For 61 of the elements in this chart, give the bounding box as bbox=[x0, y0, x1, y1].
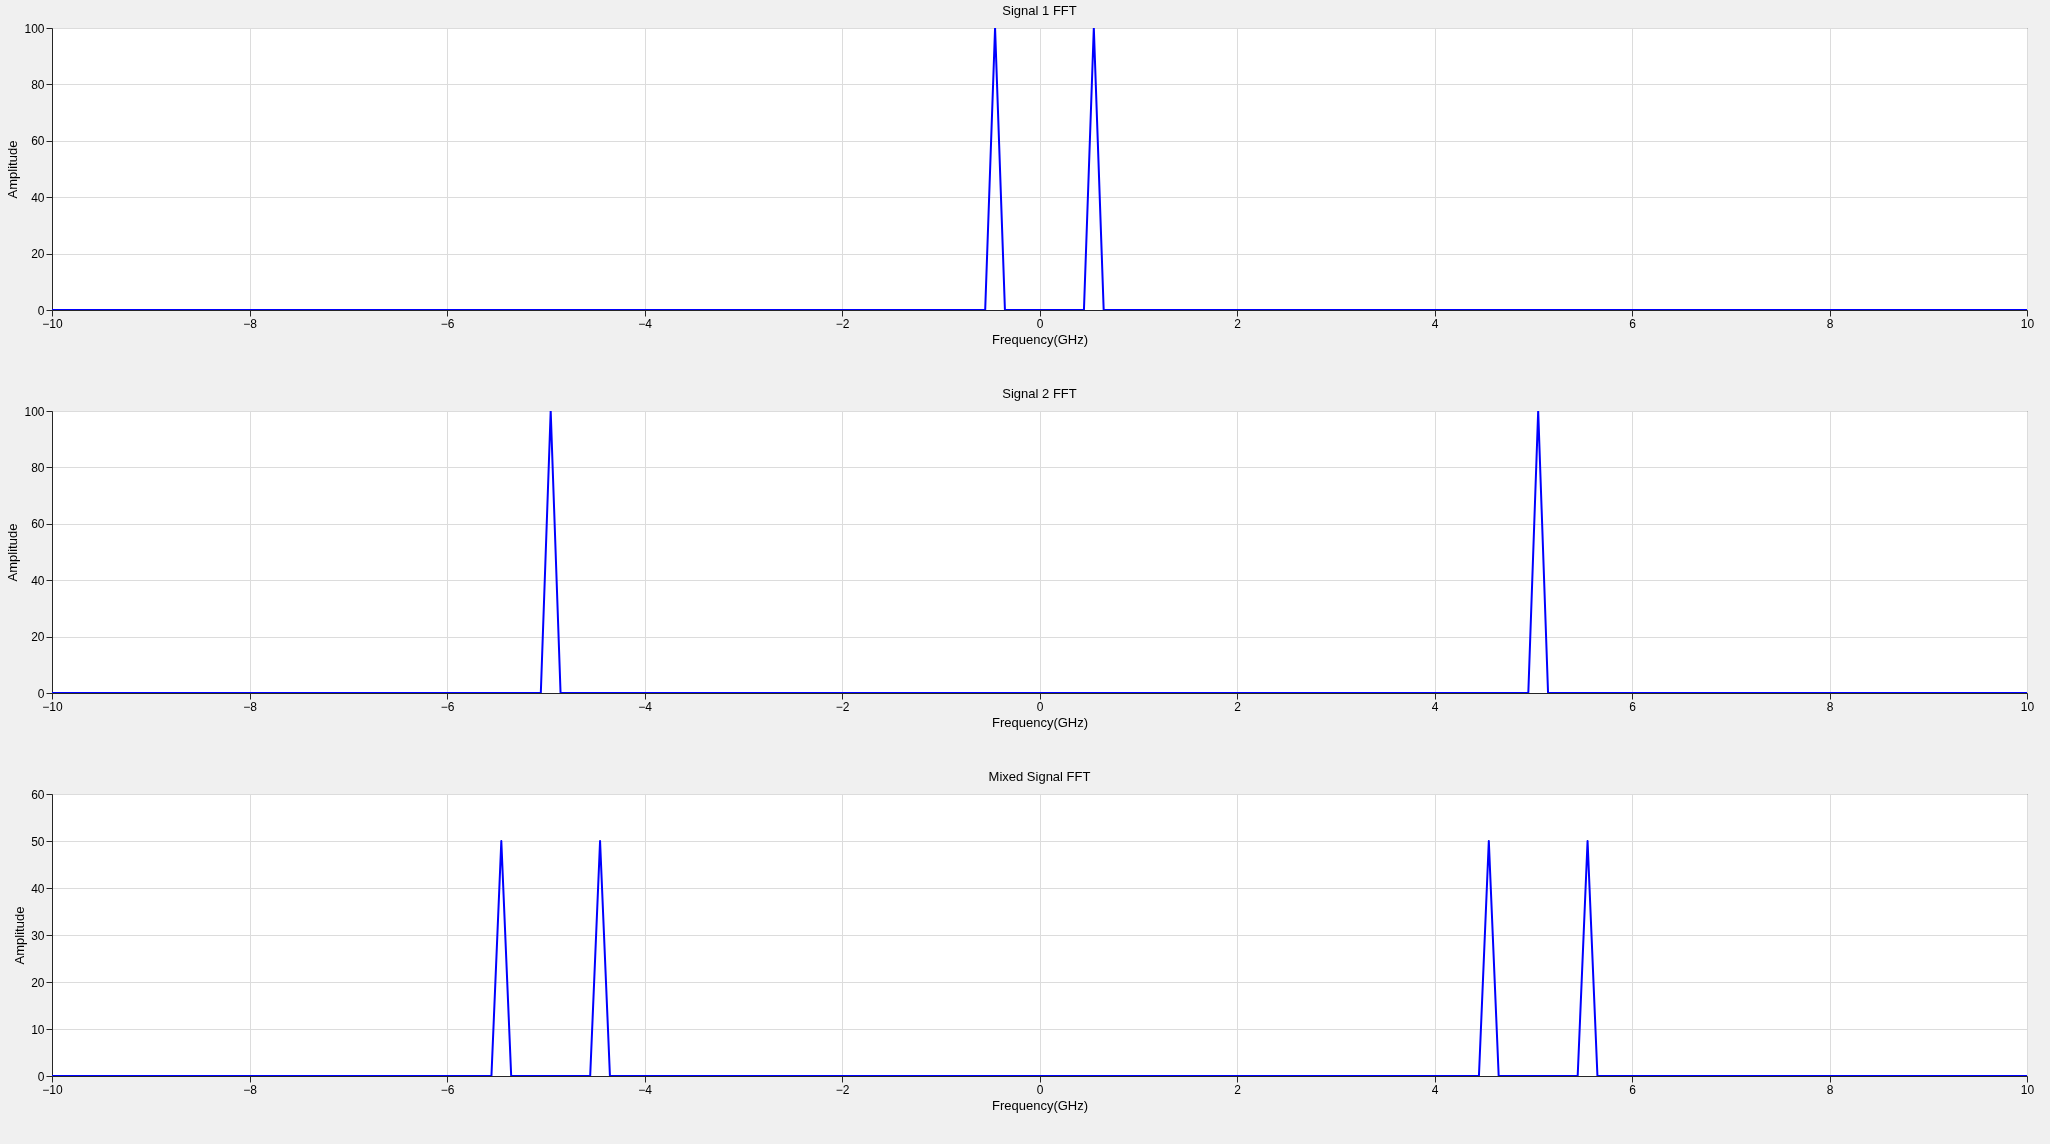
x-tick-label: −6 bbox=[440, 699, 455, 714]
chart-title: Mixed Signal FFT bbox=[988, 769, 1091, 784]
x-tick-label: −4 bbox=[638, 699, 653, 714]
y-tick-label: 100 bbox=[24, 21, 45, 36]
x-tick-label: 8 bbox=[1826, 1082, 1834, 1097]
y-tick-label: 20 bbox=[31, 975, 45, 990]
x-tick-label: 6 bbox=[1629, 699, 1637, 714]
y-tick-label: 40 bbox=[31, 573, 45, 588]
x-tick-label: −2 bbox=[835, 1082, 850, 1097]
y-tick-label: 60 bbox=[31, 517, 45, 532]
y-axis-title: Amplitude bbox=[5, 140, 21, 199]
x-tick-label: −10 bbox=[42, 1082, 63, 1097]
x-tick-label: 4 bbox=[1431, 1082, 1439, 1097]
x-tick-label: −8 bbox=[243, 699, 258, 714]
x-tick-label: 10 bbox=[2020, 699, 2035, 714]
y-tick-label: 20 bbox=[31, 247, 45, 262]
x-tick-label: −10 bbox=[42, 316, 63, 331]
x-tick-label: 6 bbox=[1629, 1082, 1637, 1097]
y-tick-label: 80 bbox=[31, 77, 45, 92]
x-tick-label: 4 bbox=[1431, 699, 1439, 714]
x-tick-label: −2 bbox=[835, 699, 850, 714]
y-axis-title: Amplitude bbox=[5, 523, 21, 582]
x-tick-label: 2 bbox=[1234, 1082, 1242, 1097]
x-tick-label: 10 bbox=[2020, 1082, 2035, 1097]
x-axis-title: Frequency(GHz) bbox=[991, 714, 1089, 730]
x-tick-label: 6 bbox=[1629, 316, 1637, 331]
x-tick-label: 4 bbox=[1431, 316, 1439, 331]
x-tick-label: −4 bbox=[638, 316, 653, 331]
x-tick-label: 0 bbox=[1036, 316, 1044, 331]
y-tick-label: 30 bbox=[31, 928, 45, 943]
x-tick-label: −6 bbox=[440, 316, 455, 331]
x-tick-label: 0 bbox=[1036, 699, 1044, 714]
x-tick-label: −10 bbox=[42, 699, 63, 714]
y-tick-label: 60 bbox=[31, 134, 45, 149]
chart-title: Signal 2 FFT bbox=[1002, 386, 1077, 401]
x-tick-label: −6 bbox=[440, 1082, 455, 1097]
x-axis-title: Frequency(GHz) bbox=[991, 331, 1089, 347]
y-tick-label: 80 bbox=[31, 460, 45, 475]
x-tick-label: −8 bbox=[243, 316, 258, 331]
x-tick-label: −8 bbox=[243, 1082, 258, 1097]
x-tick-label: −2 bbox=[835, 316, 850, 331]
y-tick-label: 10 bbox=[31, 1022, 45, 1037]
y-tick-label: 40 bbox=[31, 881, 45, 896]
x-tick-label: 2 bbox=[1234, 699, 1242, 714]
y-tick-label: 50 bbox=[31, 834, 45, 849]
x-axis-title: Frequency(GHz) bbox=[991, 1097, 1089, 1113]
y-tick-label: 100 bbox=[24, 404, 45, 419]
x-tick-label: −4 bbox=[638, 1082, 653, 1097]
x-tick-label: 8 bbox=[1826, 316, 1834, 331]
chart-title: Signal 1 FFT bbox=[1002, 3, 1077, 18]
y-tick-label: 0 bbox=[37, 303, 45, 318]
y-tick-label: 40 bbox=[31, 190, 45, 205]
y-tick-label: 20 bbox=[31, 630, 45, 645]
y-tick-label: 0 bbox=[37, 686, 45, 701]
x-tick-label: 10 bbox=[2020, 316, 2035, 331]
y-tick-label: 60 bbox=[31, 787, 45, 802]
x-tick-label: 2 bbox=[1234, 316, 1242, 331]
y-axis-title: Amplitude bbox=[12, 906, 28, 965]
y-tick-label: 0 bbox=[37, 1069, 45, 1084]
x-tick-label: 8 bbox=[1826, 699, 1834, 714]
x-tick-label: 0 bbox=[1036, 1082, 1044, 1097]
